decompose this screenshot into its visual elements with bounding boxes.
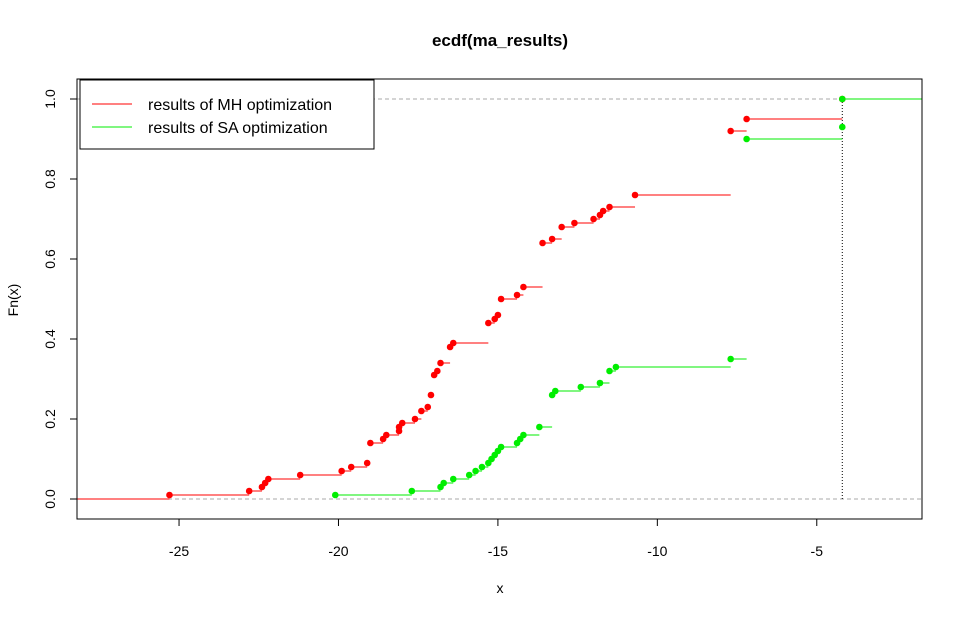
data-point xyxy=(743,115,750,123)
data-point xyxy=(606,367,613,375)
data-point xyxy=(596,379,604,387)
data-point xyxy=(599,207,607,215)
y-tick-label: 0.6 xyxy=(42,249,58,269)
data-point xyxy=(383,431,390,439)
x-tick-label: -15 xyxy=(488,543,508,559)
data-point xyxy=(513,291,521,299)
y-tick-label: 0.0 xyxy=(42,489,58,509)
data-point xyxy=(427,391,435,399)
y-tick-label: 0.8 xyxy=(42,169,58,189)
chart-title: ecdf(ma_results) xyxy=(432,31,568,50)
data-point xyxy=(727,355,734,363)
data-point xyxy=(265,475,272,483)
data-point xyxy=(838,123,846,131)
data-point xyxy=(497,443,505,451)
data-point xyxy=(296,471,304,479)
y-axis-label: Fn(x) xyxy=(5,284,21,317)
data-point xyxy=(631,191,639,199)
data-point xyxy=(590,215,597,223)
data-point xyxy=(434,367,441,375)
data-point xyxy=(485,319,492,327)
data-point xyxy=(166,491,173,499)
data-point xyxy=(536,423,543,431)
y-axis: 0.0 0.2 0.4 0.6 0.8 1.0 xyxy=(42,89,78,509)
data-point xyxy=(539,239,546,247)
data-point xyxy=(363,459,371,467)
y-tick-label: 0.4 xyxy=(42,329,58,349)
data-point xyxy=(558,223,565,231)
series-layer xyxy=(77,95,922,500)
data-point xyxy=(548,235,556,243)
x-tick-label: -10 xyxy=(647,543,667,559)
data-point xyxy=(449,339,457,347)
data-point xyxy=(520,431,527,439)
legend-box xyxy=(79,79,375,150)
data-point xyxy=(497,295,505,303)
legend-label-mh: results of MH optimization xyxy=(148,97,332,114)
data-point xyxy=(552,387,559,395)
y-tick-label: 1.0 xyxy=(42,89,58,109)
data-point xyxy=(418,407,425,415)
data-point xyxy=(331,491,339,499)
data-point xyxy=(245,487,253,495)
data-point xyxy=(727,127,734,135)
data-point xyxy=(743,135,750,143)
series-0 xyxy=(77,95,846,500)
x-tick-label: -25 xyxy=(169,543,189,559)
plot-frame xyxy=(76,78,923,520)
legend-label-sa: results of SA optimization xyxy=(148,120,328,137)
x-tick-label: -20 xyxy=(328,543,348,559)
data-point xyxy=(838,95,846,103)
data-point xyxy=(606,203,613,211)
data-point xyxy=(465,471,473,479)
data-point xyxy=(571,219,578,227)
x-tick-label: -5 xyxy=(811,543,824,559)
data-point xyxy=(347,463,355,471)
data-point xyxy=(398,419,406,427)
data-point xyxy=(367,439,374,447)
data-point xyxy=(449,475,457,483)
x-axis-label: x xyxy=(497,580,504,596)
x-axis: -25 -20 -15 -10 -5 xyxy=(169,518,824,559)
data-point xyxy=(520,283,527,291)
data-point xyxy=(338,467,345,475)
data-point xyxy=(408,487,416,495)
data-point xyxy=(577,383,585,391)
series-1 xyxy=(331,95,922,499)
data-point xyxy=(411,415,419,423)
data-point xyxy=(440,479,447,487)
legend: results of MH optimization results of SA… xyxy=(79,79,375,150)
data-point xyxy=(612,363,620,371)
y-tick-label: 0.2 xyxy=(42,409,58,429)
data-point xyxy=(494,311,502,319)
data-point xyxy=(472,467,479,475)
data-point xyxy=(424,403,432,411)
data-point xyxy=(478,463,486,471)
data-point xyxy=(437,359,444,367)
